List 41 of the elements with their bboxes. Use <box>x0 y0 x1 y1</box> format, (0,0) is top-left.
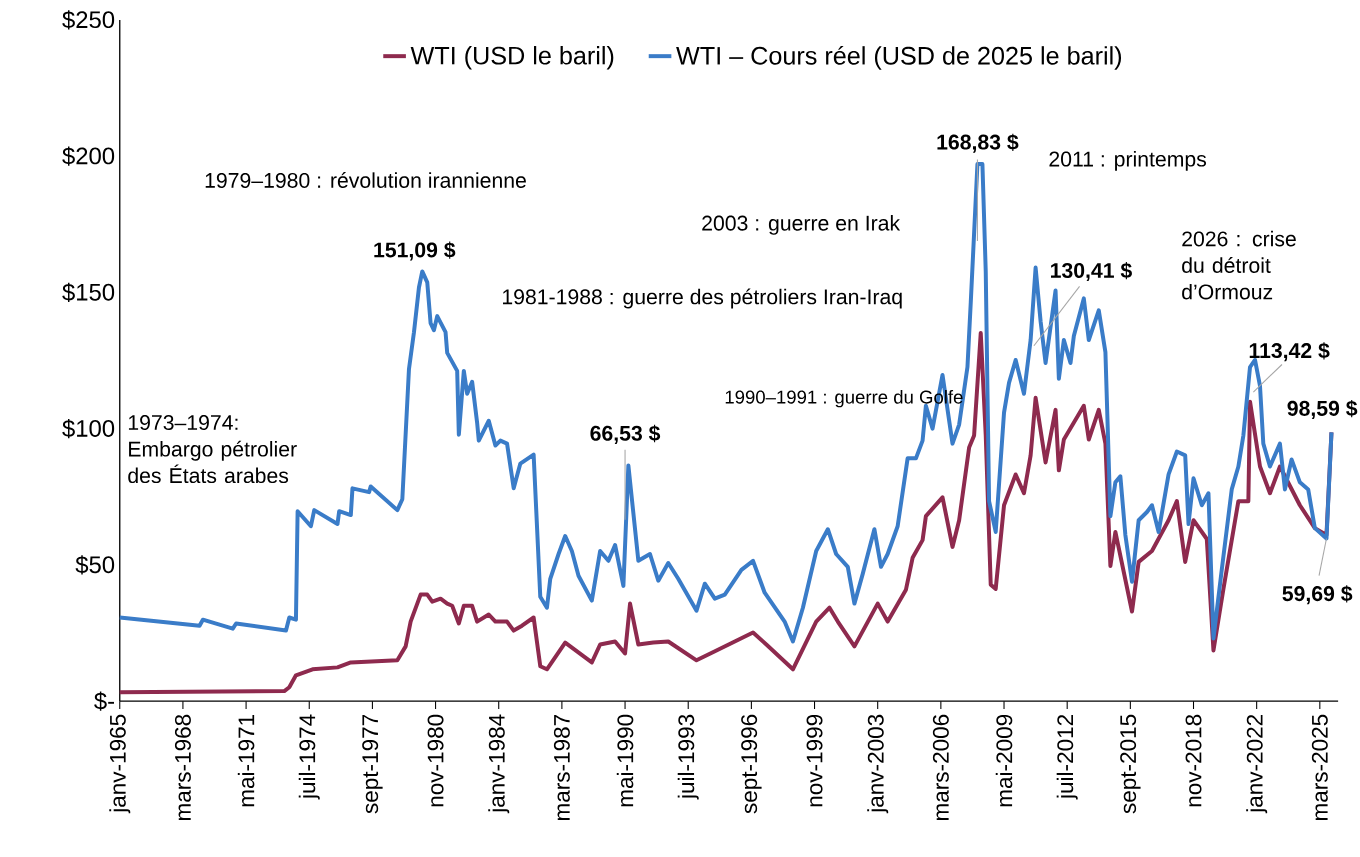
annotation: 2003 : guerre en Irak <box>702 214 901 235</box>
x-tick-label: sept-2015 <box>1120 714 1141 814</box>
x-tick-label: mars-1968 <box>174 714 191 820</box>
y-tick-label: $200 <box>62 146 115 166</box>
annotation: 59,69 $ <box>1282 585 1353 605</box>
x-tick-label: mai-1990 <box>616 714 634 807</box>
x-tick-label: juil-2012 <box>1056 714 1078 800</box>
x-tick-label: mai-2009 <box>995 714 1013 807</box>
x-tick-label: nov-1999 <box>806 714 823 807</box>
y-tick-label: $100 <box>62 418 115 439</box>
x-tick-label: nov-2018 <box>1185 714 1202 807</box>
annotation: 2026 : crise du détroit d’Ormouz <box>1182 230 1296 300</box>
x-tick-label: sept-1996 <box>741 714 762 814</box>
annotation: 98,59 $ <box>1287 399 1358 419</box>
annotation: 1979–1980 : révolution irannienne <box>205 171 526 188</box>
annotation: 66,53 $ <box>590 424 661 444</box>
x-tick-label: mars-1987 <box>553 714 570 820</box>
y-tick-label: $50 <box>75 555 115 575</box>
x-tick-label: sept-1977 <box>362 714 383 814</box>
annotation: 130,41 $ <box>1051 261 1132 281</box>
x-tick-label: juil-1993 <box>677 714 699 800</box>
x-tick-label: mars-2006 <box>932 714 949 820</box>
x-tick-label: janv-2003 <box>867 714 889 814</box>
x-tick-label: janv-2022 <box>1246 714 1268 814</box>
annotation: 1981-1988 : guerre des pétroliers Iran-Iraq <box>503 288 902 309</box>
x-tick-label: mars-2025 <box>1311 714 1328 820</box>
x-tick-label: mai-1971 <box>237 714 255 807</box>
y-tick-label: $250 <box>62 10 115 30</box>
legend-label: WTI – Cours réel (USD de 2025 le baril) <box>676 45 1122 70</box>
annotation: 1973–1974: Embargo pétrolier des États arabes <box>128 414 297 483</box>
y-tick-label: $150 <box>62 282 115 302</box>
annotation: 113,42 $ <box>1249 342 1330 362</box>
x-tick-label: janv-1965 <box>109 714 131 814</box>
y-tick-label: $- <box>94 691 115 711</box>
x-tick-label: juil-1974 <box>298 714 320 800</box>
legend-label: WTI (USD le baril) <box>410 45 614 70</box>
annotation: 151,09 $ <box>374 241 456 261</box>
x-tick-label: janv-1984 <box>488 714 510 814</box>
annotation: 168,83 $ <box>937 133 1019 153</box>
x-tick-label: nov-1980 <box>427 714 444 807</box>
annotation: 2011 : printemps <box>1049 150 1207 171</box>
